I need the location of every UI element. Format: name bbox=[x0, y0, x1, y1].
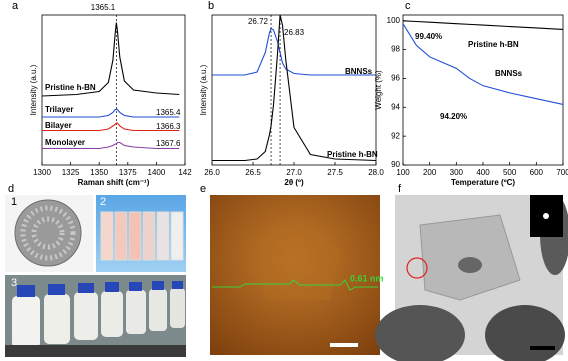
y-axis-label: Intensity (a.u.) bbox=[199, 64, 208, 115]
x-tick-label: 300 bbox=[450, 168, 464, 177]
panel-letter: f bbox=[398, 183, 402, 195]
flake bbox=[255, 222, 340, 300]
panel-letter: e bbox=[200, 183, 206, 195]
subpanel-number: 2 bbox=[100, 196, 106, 208]
series-label: Trilayer bbox=[45, 105, 73, 114]
nanosheet-fold bbox=[458, 257, 482, 273]
panel-letter: c bbox=[405, 0, 411, 12]
series-label: BNNSs bbox=[495, 69, 523, 78]
y-axis-label: Weight (%) bbox=[374, 70, 383, 110]
y-tick-label: 100 bbox=[387, 16, 401, 25]
series-label: Bilayer bbox=[45, 121, 72, 130]
peak-label: 26.83 bbox=[284, 28, 305, 37]
series-line bbox=[402, 23, 564, 105]
x-tick-label: 200 bbox=[423, 168, 437, 177]
series-line bbox=[402, 20, 564, 30]
y-tick-label: 90 bbox=[391, 160, 400, 169]
x-axis-label: 2θ (º) bbox=[284, 178, 304, 187]
x-tick-label: 100 bbox=[396, 168, 410, 177]
series-line bbox=[42, 141, 180, 150]
annotation: 99.40% bbox=[415, 32, 442, 41]
series-line bbox=[41, 22, 180, 97]
peak-label: 1365.1 bbox=[91, 3, 116, 12]
peak-label: 1365.4 bbox=[156, 108, 181, 117]
annotation: 0.61 nm bbox=[350, 273, 384, 283]
subpanel-number: 1 bbox=[11, 196, 17, 208]
annotation: 94.20% bbox=[440, 112, 467, 121]
x-tick-label: 500 bbox=[503, 168, 517, 177]
x-tick-label: 1400 bbox=[148, 168, 166, 177]
series-line bbox=[42, 122, 180, 132]
vials bbox=[100, 211, 184, 261]
disc-pattern bbox=[31, 216, 65, 250]
x-tick-label: 700 bbox=[556, 168, 568, 177]
x-tick-label: 28.0 bbox=[368, 168, 384, 177]
x-tick-label: 27.5 bbox=[327, 168, 343, 177]
y-tick-label: 92 bbox=[391, 131, 400, 140]
x-tick-label: 26.5 bbox=[245, 168, 261, 177]
bottles bbox=[5, 281, 186, 357]
x-tick-label: 26.0 bbox=[204, 168, 220, 177]
subpanel-number: 3 bbox=[11, 277, 17, 289]
x-tick-label: 600 bbox=[530, 168, 544, 177]
series-label: Monolayer bbox=[45, 138, 85, 147]
series-label: BNNSs bbox=[345, 67, 373, 76]
peak-label: 1367.6 bbox=[156, 139, 181, 148]
series-label: Pristine h-BN bbox=[327, 150, 378, 159]
highlight-circle bbox=[406, 257, 428, 279]
x-tick-label: 142 bbox=[178, 168, 192, 177]
x-tick-label: 1300 bbox=[33, 168, 51, 177]
peak-label: 1366.3 bbox=[156, 122, 181, 131]
x-axis-label: Raman shift (cm⁻¹) bbox=[78, 178, 150, 187]
plot-frame bbox=[41, 14, 186, 166]
x-tick-label: 1375 bbox=[119, 168, 137, 177]
x-axis-label: Temperature (ºC) bbox=[451, 178, 515, 187]
y-tick-label: 96 bbox=[391, 74, 400, 83]
scale-bar bbox=[330, 343, 358, 347]
series-label: Pristine h-BN bbox=[45, 83, 96, 92]
diffraction-spot bbox=[543, 213, 549, 219]
x-tick-label: 27.0 bbox=[286, 168, 302, 177]
series-label: Pristine h-BN bbox=[468, 40, 519, 49]
scale-bar bbox=[530, 346, 555, 350]
series-line bbox=[212, 27, 376, 76]
panel-letter: a bbox=[12, 0, 19, 12]
tem-grid bbox=[375, 305, 465, 361]
y-tick-label: 98 bbox=[391, 45, 400, 54]
disc-pattern bbox=[20, 205, 76, 261]
x-tick-label: 1350 bbox=[90, 168, 108, 177]
x-tick-label: 400 bbox=[476, 168, 490, 177]
series-line bbox=[212, 14, 377, 162]
panel-letter: b bbox=[208, 0, 214, 12]
y-tick-label: 94 bbox=[391, 102, 400, 111]
panel-letter: d bbox=[8, 183, 14, 195]
plot-frame bbox=[211, 14, 377, 166]
height-profile bbox=[212, 279, 378, 291]
peak-label: 26.72 bbox=[248, 17, 269, 26]
y-axis-label: Intensity (a.u.) bbox=[29, 64, 38, 115]
x-tick-label: 1325 bbox=[62, 168, 80, 177]
series-line bbox=[42, 108, 180, 118]
